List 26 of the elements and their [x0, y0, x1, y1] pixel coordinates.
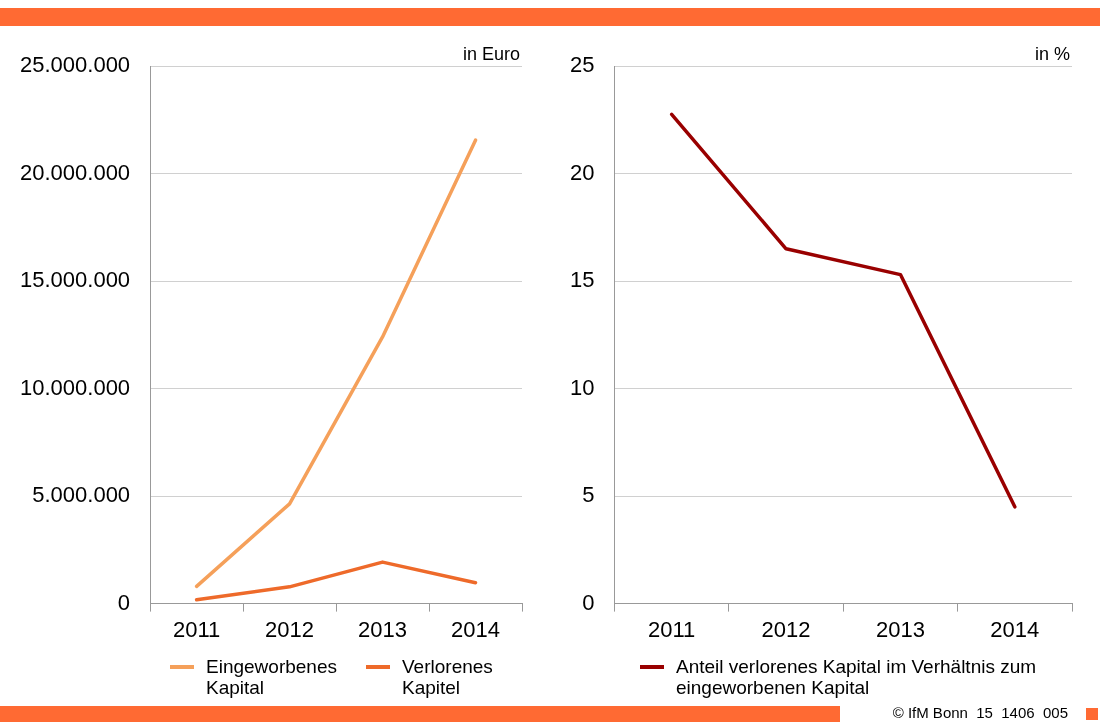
x-tick-label: 2014 [990, 616, 1040, 642]
y-tick-label: 0 [117, 589, 131, 615]
y-tick-label: 15 [569, 267, 595, 293]
x-tick-label: 2012 [761, 616, 811, 642]
y-tick-label: 20 [569, 159, 595, 185]
legend-label: Verlorenes Kapitel [402, 656, 494, 698]
legend-label: Anteil verlorenes Kapital im Verhältnis zum eingeworbenen Kapital [676, 656, 1038, 698]
y-tick-label: 0 [582, 589, 595, 615]
y-axis-title: in Euro [462, 43, 520, 64]
y-axis-title: in % [1034, 43, 1070, 64]
y-tick-label: 10.000.000 [20, 374, 131, 400]
x-tick-label: 2014 [451, 616, 500, 642]
x-tick-label: 2012 [265, 616, 315, 642]
x-tick-label: 2011 [172, 616, 221, 642]
y-tick-label: 20.000.000 [20, 159, 131, 185]
legend-label: Eingeworbenes Kapital [206, 656, 338, 698]
x-tick-label: 2011 [648, 616, 696, 642]
x-tick-label: 2013 [358, 616, 408, 642]
y-tick-label: 10 [569, 374, 595, 400]
x-tick-label: 2013 [875, 616, 925, 642]
text: © IfM Bonn 15 1406 005 [892, 704, 1068, 721]
y-tick-label: 15.000.000 [20, 267, 131, 293]
y-tick-label: 25.000.000 [20, 52, 131, 78]
y-tick-label: 5 [582, 482, 595, 508]
y-tick-label: 5.000.000 [32, 482, 131, 508]
y-tick-label: 25 [569, 52, 595, 78]
